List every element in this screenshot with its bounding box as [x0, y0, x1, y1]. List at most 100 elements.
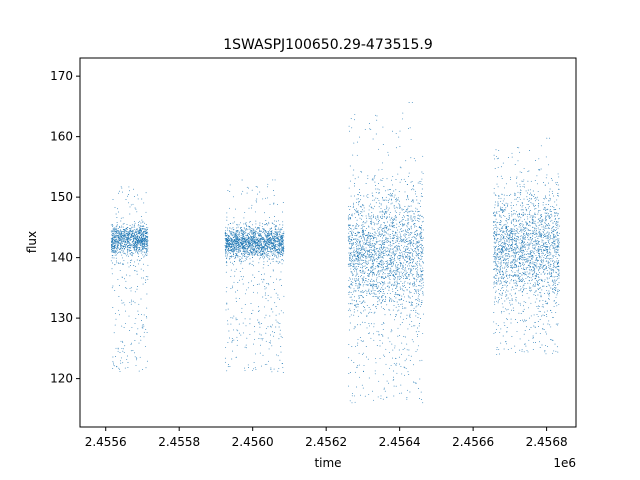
data-point — [418, 234, 420, 236]
data-point — [266, 240, 268, 242]
data-point — [233, 233, 235, 235]
data-point — [407, 209, 408, 211]
data-point — [385, 225, 387, 227]
data-point — [386, 199, 388, 201]
data-point — [392, 237, 394, 239]
data-point — [363, 370, 365, 372]
data-point — [119, 360, 121, 362]
data-point — [121, 325, 123, 327]
data-point — [253, 265, 254, 267]
data-point — [403, 290, 405, 292]
data-point — [115, 236, 117, 238]
data-point — [390, 329, 392, 331]
data-point — [260, 344, 261, 346]
data-point — [138, 239, 139, 241]
data-point — [396, 227, 397, 229]
data-point — [421, 171, 423, 173]
data-point — [375, 133, 377, 135]
data-point — [366, 284, 368, 286]
data-point — [259, 239, 261, 241]
data-point — [246, 251, 248, 253]
data-point — [113, 251, 115, 253]
data-point — [372, 283, 374, 285]
data-point — [143, 230, 144, 232]
data-point — [235, 356, 237, 358]
data-point — [411, 270, 413, 272]
data-point — [122, 191, 123, 193]
data-point — [237, 238, 238, 240]
data-point — [382, 246, 384, 248]
data-point — [134, 246, 136, 248]
data-point — [348, 292, 350, 293]
data-point — [241, 240, 243, 242]
data-point — [381, 288, 383, 290]
data-point — [227, 252, 229, 254]
data-point — [369, 244, 371, 246]
data-point — [254, 244, 256, 246]
data-point — [256, 254, 258, 256]
data-point — [356, 232, 358, 234]
data-point — [373, 304, 374, 305]
data-point — [133, 228, 135, 230]
data-point — [225, 255, 227, 257]
data-point — [265, 332, 267, 334]
data-point — [381, 245, 382, 246]
data-point — [396, 216, 397, 218]
data-point — [413, 268, 415, 270]
data-point — [403, 247, 405, 249]
data-point — [363, 246, 365, 248]
data-point — [390, 234, 392, 236]
data-point — [137, 242, 138, 244]
data-point — [268, 234, 270, 236]
data-point — [115, 251, 117, 253]
data-point — [277, 203, 278, 205]
data-point — [140, 228, 142, 230]
data-point — [352, 257, 354, 259]
data-point — [354, 238, 356, 240]
data-point — [395, 284, 397, 286]
data-point — [227, 242, 229, 244]
data-point — [373, 292, 375, 294]
data-point — [233, 281, 235, 283]
data-point — [371, 275, 373, 277]
data-point — [116, 262, 118, 264]
data-point — [248, 233, 250, 235]
data-point — [355, 270, 357, 272]
data-point — [138, 226, 140, 228]
data-point — [356, 228, 358, 230]
data-point — [138, 303, 140, 305]
data-point — [237, 243, 239, 245]
data-point — [122, 226, 124, 228]
data-point — [395, 306, 397, 308]
data-point — [249, 246, 251, 247]
data-point — [114, 231, 116, 233]
data-point — [135, 245, 137, 247]
data-point — [354, 251, 356, 253]
data-point — [266, 237, 268, 239]
data-point — [374, 293, 376, 295]
data-point — [349, 180, 351, 182]
data-point — [267, 254, 269, 256]
data-point — [237, 240, 238, 242]
data-point — [404, 191, 406, 193]
data-point — [401, 268, 403, 269]
data-point — [348, 357, 350, 359]
data-point — [404, 273, 406, 275]
data-point — [120, 340, 122, 342]
data-point — [398, 274, 400, 276]
data-point — [404, 251, 406, 253]
data-point — [138, 314, 140, 316]
data-point — [273, 242, 275, 244]
data-point — [252, 256, 253, 258]
data-point — [255, 238, 257, 240]
data-point — [123, 231, 125, 232]
data-point — [358, 283, 360, 285]
data-point — [138, 240, 140, 242]
data-point — [357, 231, 359, 233]
data-point — [381, 233, 383, 235]
data-point — [259, 323, 261, 325]
data-point — [411, 102, 413, 104]
data-point — [263, 242, 265, 244]
data-point — [356, 225, 358, 227]
data-point — [118, 232, 120, 234]
